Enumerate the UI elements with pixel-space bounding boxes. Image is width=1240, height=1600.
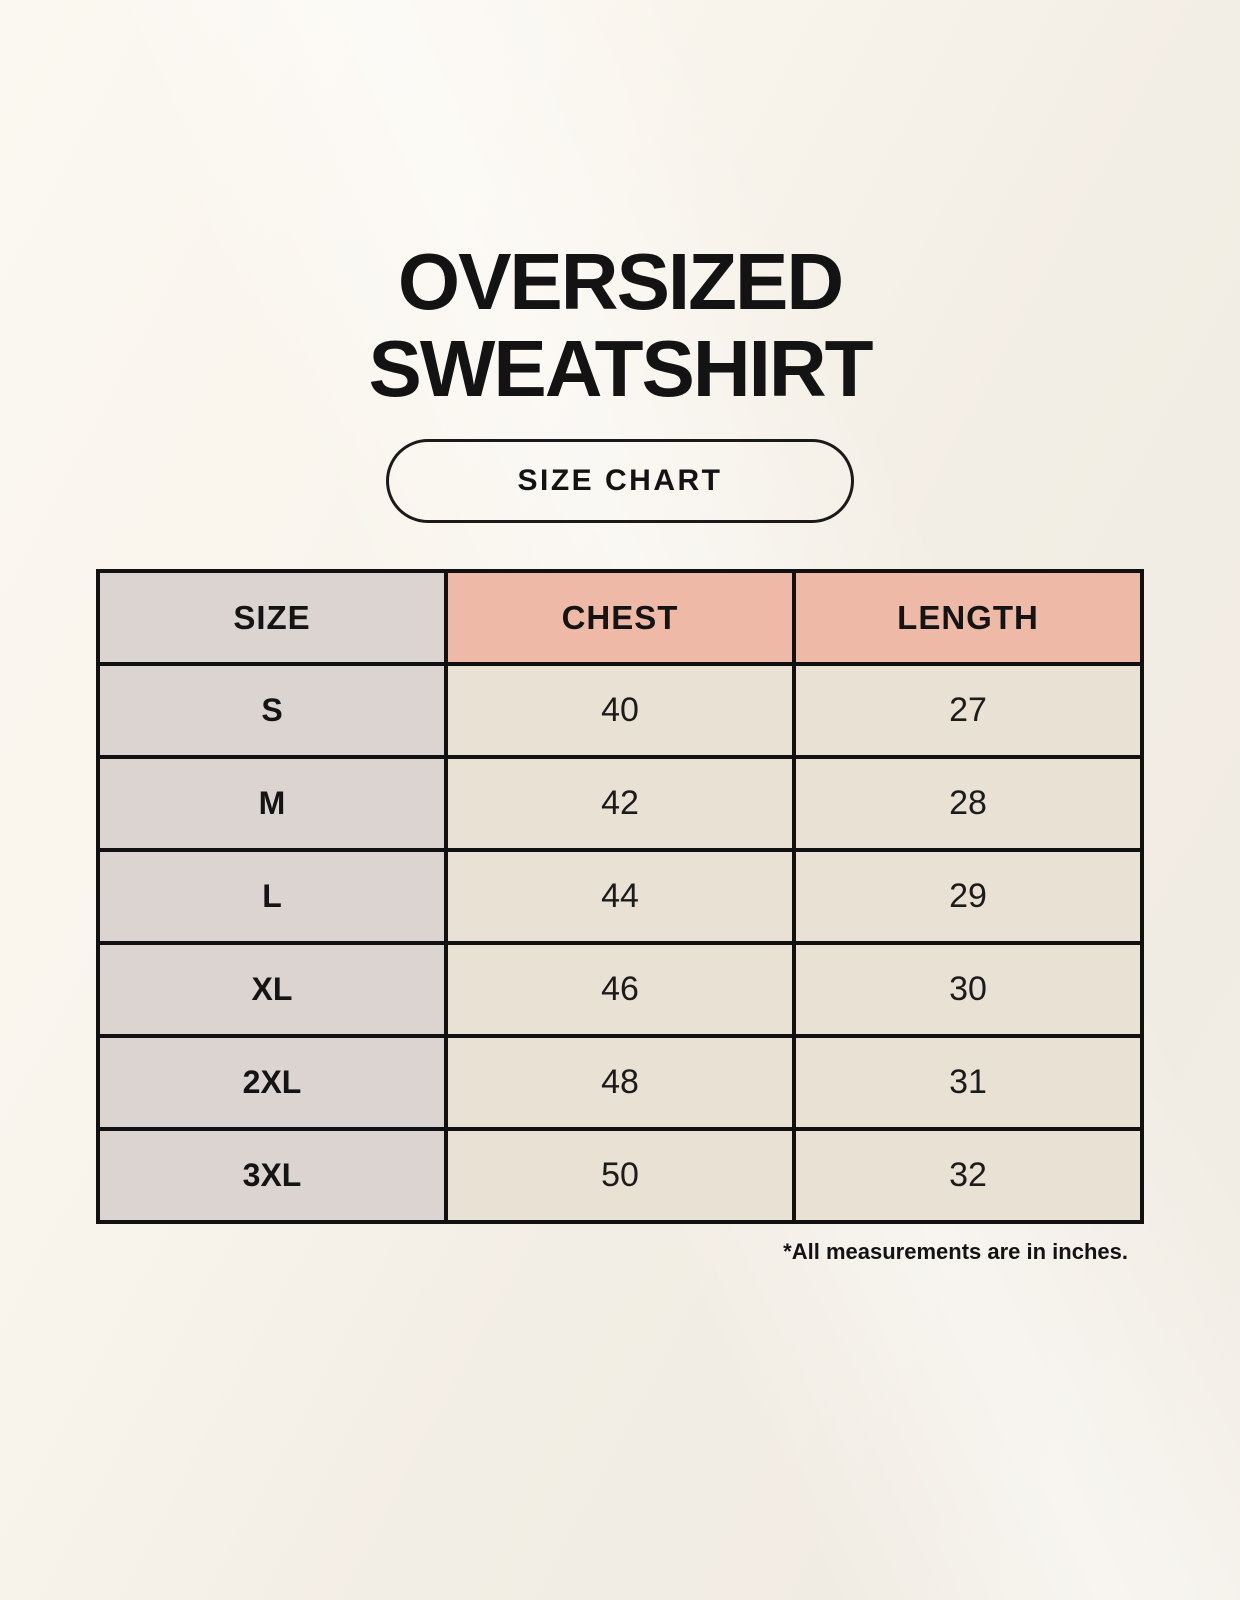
table-row: L 44 29 bbox=[96, 848, 1144, 945]
size-cell: M bbox=[96, 755, 448, 852]
size-cell: 2XL bbox=[96, 1034, 448, 1131]
product-title-line2: SWEATSHIRT bbox=[368, 324, 874, 413]
size-cell: XL bbox=[96, 941, 448, 1038]
size-chart-button-label: SIZE CHART bbox=[517, 464, 723, 497]
size-cell: 3XL bbox=[96, 1127, 448, 1224]
size-table: SIZE CHEST LENGTH S 40 27 M 42 28 L 44 2… bbox=[96, 569, 1144, 1224]
table-row: 2XL 48 31 bbox=[96, 1034, 1144, 1131]
length-cell: 31 bbox=[792, 1034, 1144, 1131]
chest-cell: 48 bbox=[444, 1034, 796, 1131]
table-row: S 40 27 bbox=[96, 662, 1144, 759]
length-cell: 28 bbox=[792, 755, 1144, 852]
table-header-row: SIZE CHEST LENGTH bbox=[96, 569, 1144, 666]
column-header-chest: CHEST bbox=[444, 569, 796, 666]
table-row: 3XL 50 32 bbox=[96, 1127, 1144, 1224]
size-cell: S bbox=[96, 662, 448, 759]
chest-cell: 40 bbox=[444, 662, 796, 759]
chest-cell: 46 bbox=[444, 941, 796, 1038]
measurements-note: *All measurements are in inches. bbox=[783, 1239, 1128, 1264]
chest-cell: 50 bbox=[444, 1127, 796, 1224]
length-cell: 27 bbox=[792, 662, 1144, 759]
column-header-size: SIZE bbox=[96, 569, 448, 666]
table-row: XL 46 30 bbox=[96, 941, 1144, 1038]
chest-cell: 44 bbox=[444, 848, 796, 945]
product-title: OVERSIZED SWEATSHIRT bbox=[0, 0, 1240, 412]
size-cell: L bbox=[96, 848, 448, 945]
size-chart-button[interactable]: SIZE CHART bbox=[386, 439, 854, 523]
chest-cell: 42 bbox=[444, 755, 796, 852]
length-cell: 32 bbox=[792, 1127, 1144, 1224]
length-cell: 29 bbox=[792, 848, 1144, 945]
column-header-length: LENGTH bbox=[792, 569, 1144, 666]
product-title-line1: OVERSIZED bbox=[397, 237, 844, 326]
table-row: M 42 28 bbox=[96, 755, 1144, 852]
length-cell: 30 bbox=[792, 941, 1144, 1038]
